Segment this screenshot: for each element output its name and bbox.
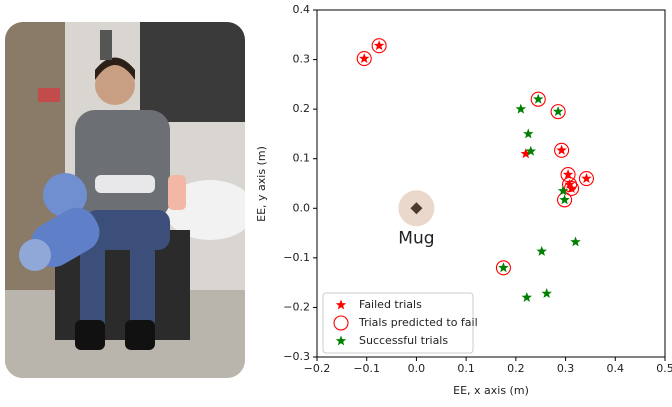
x-tick-label: 0.5 <box>656 362 672 375</box>
star-marker <box>581 173 592 183</box>
x-tick-label: 0.1 <box>457 362 475 375</box>
y-tick-label: 0.3 <box>293 53 311 66</box>
x-tick-label: 0.4 <box>607 362 625 375</box>
figure: EE, x axis (m) EE, y axis (m) −0.2 −0.1 0.… <box>0 0 672 403</box>
x-tick-label: −0.1 <box>353 362 380 375</box>
y-tick-label: −0.3 <box>283 350 310 363</box>
x-tick-label: 0.3 <box>557 362 575 375</box>
star-marker <box>498 262 509 272</box>
y-tick-label: −0.1 <box>283 251 310 264</box>
y-tick-label: 0.4 <box>293 3 311 16</box>
star-marker <box>537 246 547 256</box>
star-marker <box>522 292 532 302</box>
x-tick-label: −0.2 <box>304 362 331 375</box>
star-marker <box>541 288 552 298</box>
star-marker <box>516 104 527 114</box>
x-tick-label: 0.2 <box>507 362 525 375</box>
x-axis-label: EE, x axis (m) <box>453 384 529 397</box>
star-marker <box>553 106 563 116</box>
star-marker <box>559 194 570 204</box>
y-tick-label: −0.2 <box>283 300 310 313</box>
star-marker <box>523 128 533 138</box>
star-marker <box>359 53 370 63</box>
legend-label: Trials predicted to fail <box>358 316 478 329</box>
y-tick-label: 0.2 <box>293 102 311 115</box>
y-axis-label: EE, y axis (m) <box>255 146 268 222</box>
legend-label: Successful trials <box>359 334 448 347</box>
y-tick-label: 0.1 <box>293 152 311 165</box>
legend-label: Failed trials <box>359 298 422 311</box>
mug-label: Mug <box>398 228 434 248</box>
star-marker <box>570 237 580 247</box>
star-marker <box>556 145 566 155</box>
y-tick-label: 0.0 <box>293 201 311 214</box>
star-marker <box>374 40 385 50</box>
photo <box>5 22 255 378</box>
star-marker <box>533 94 544 104</box>
x-tick-label: 0.0 <box>408 362 426 375</box>
